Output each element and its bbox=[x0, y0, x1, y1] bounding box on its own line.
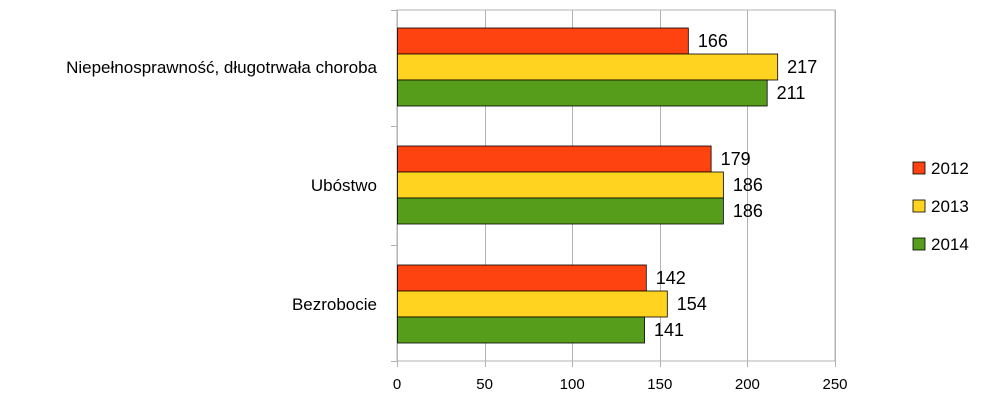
x-tick-label-50: 50 bbox=[476, 376, 493, 393]
bar-2013-0 bbox=[397, 53, 779, 81]
bar-2014-1 bbox=[397, 197, 724, 225]
data-label-2012-0: 166 bbox=[698, 31, 728, 51]
x-tick-label-200: 200 bbox=[735, 376, 760, 393]
x-tick-label-0: 0 bbox=[393, 376, 401, 393]
bar-2014-0 bbox=[397, 79, 768, 107]
category-label-1: Ubóstwo bbox=[311, 176, 377, 195]
legend-label-2012: 2012 bbox=[931, 159, 969, 178]
bar-2014-2 bbox=[397, 316, 645, 344]
category-label-0: Niepełnosprawność, długotrwała choroba bbox=[66, 58, 377, 77]
data-label-2012-2: 142 bbox=[656, 268, 686, 288]
bar-2012-1 bbox=[397, 145, 712, 173]
bar-2013-1 bbox=[397, 171, 724, 199]
x-tick-label-250: 250 bbox=[822, 376, 847, 393]
x-tick-label-150: 150 bbox=[647, 376, 672, 393]
data-label-2013-0: 217 bbox=[787, 57, 817, 77]
bar-2012-2 bbox=[397, 264, 647, 292]
data-label-2014-1: 186 bbox=[733, 201, 763, 221]
x-tick-label-100: 100 bbox=[560, 376, 585, 393]
legend-swatch-2013 bbox=[912, 199, 926, 213]
data-label-2014-2: 141 bbox=[654, 320, 684, 340]
data-label-2012-1: 179 bbox=[721, 149, 751, 169]
legend-swatch-2014 bbox=[912, 237, 926, 251]
legend-swatch-2012 bbox=[912, 161, 926, 175]
bar-2012-0 bbox=[397, 27, 689, 55]
data-label-2013-1: 186 bbox=[733, 175, 763, 195]
legend-label-2013: 2013 bbox=[931, 197, 969, 216]
data-label-2013-2: 154 bbox=[677, 294, 707, 314]
legend-label-2014: 2014 bbox=[931, 235, 969, 254]
category-label-2: Bezrobocie bbox=[292, 295, 377, 314]
data-label-2014-0: 211 bbox=[777, 83, 806, 103]
bar-2013-2 bbox=[397, 290, 668, 318]
